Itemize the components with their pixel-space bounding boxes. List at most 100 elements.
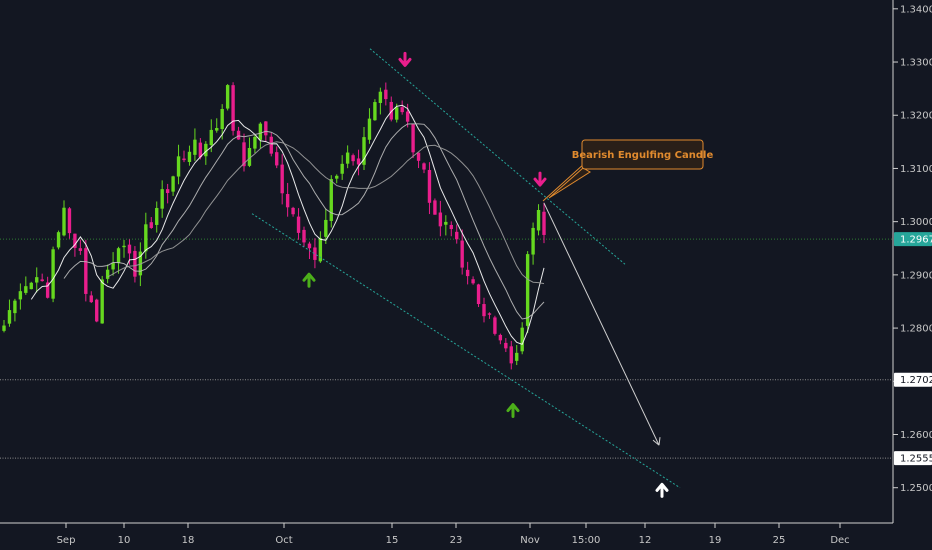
candle-up bbox=[345, 152, 350, 164]
candle-down bbox=[291, 207, 295, 215]
candle-down bbox=[307, 243, 312, 249]
y-tick-label: 1.31000 bbox=[900, 164, 932, 175]
time-axis[interactable]: Sep 10 18 Oct 15 23 Nov 15:00 12 19 25 Dec bbox=[0, 522, 893, 546]
candle-down bbox=[471, 279, 475, 284]
y-tick-label: 1.25000 bbox=[900, 483, 932, 494]
up-arrow-icon bbox=[302, 272, 316, 288]
price-tag-box bbox=[894, 451, 932, 466]
candle-up bbox=[2, 325, 6, 331]
price-tag-box bbox=[894, 232, 932, 247]
candle-up bbox=[56, 232, 61, 248]
candle-up bbox=[204, 143, 208, 157]
candle-up bbox=[525, 254, 530, 326]
candle-up bbox=[536, 209, 541, 231]
candle-down bbox=[455, 231, 459, 240]
candle-up bbox=[515, 352, 519, 361]
annotation-callout: Bearish Engulfing Candle bbox=[542, 139, 714, 202]
moving-average-lines bbox=[30, 104, 545, 346]
candle-down bbox=[509, 346, 513, 364]
candle-up bbox=[373, 102, 377, 121]
candle-down bbox=[127, 244, 132, 254]
down-arrow-icon bbox=[398, 51, 412, 67]
x-tick-label: 23 bbox=[450, 535, 463, 546]
projection-arrowhead bbox=[652, 437, 661, 446]
x-tick-label: 25 bbox=[773, 535, 786, 546]
candle-down bbox=[460, 240, 464, 268]
candle-down bbox=[285, 194, 290, 208]
candle-up bbox=[520, 327, 524, 352]
y-tick-label: 1.34000 bbox=[900, 4, 932, 15]
projection-line bbox=[543, 202, 660, 446]
candle-down bbox=[542, 211, 546, 235]
candle-down bbox=[411, 124, 415, 153]
candle-up bbox=[215, 128, 219, 131]
candle-down bbox=[302, 229, 306, 243]
candle-up bbox=[171, 176, 175, 192]
candle-down bbox=[449, 224, 453, 230]
candle-up bbox=[29, 282, 33, 290]
x-tick-label: 15 bbox=[386, 535, 399, 546]
candle-up bbox=[160, 189, 164, 209]
candle-down bbox=[264, 121, 268, 136]
candle-down bbox=[482, 304, 486, 317]
candle-up bbox=[7, 310, 12, 324]
candle-down bbox=[438, 212, 443, 227]
candle-down bbox=[351, 155, 355, 162]
candle-up bbox=[318, 238, 323, 262]
candle-up bbox=[144, 224, 148, 252]
candle-up bbox=[247, 147, 252, 166]
candle-down bbox=[427, 169, 432, 203]
candle-up bbox=[444, 221, 448, 225]
y-tick-label: 1.30000 bbox=[900, 217, 932, 228]
candle-down bbox=[149, 222, 153, 228]
candle-down bbox=[231, 85, 235, 131]
candle-down bbox=[45, 282, 50, 298]
candle-up bbox=[258, 123, 263, 140]
candle-down bbox=[465, 269, 470, 277]
candle-up bbox=[362, 137, 366, 165]
candle-down bbox=[400, 107, 404, 113]
chart-drawings bbox=[251, 48, 681, 489]
candle-up bbox=[187, 151, 192, 163]
candle-down bbox=[275, 152, 279, 166]
price-tag-label: 1.27029 bbox=[900, 375, 932, 386]
candle-up bbox=[253, 136, 257, 149]
candle-down bbox=[269, 136, 273, 154]
candle-down bbox=[493, 317, 497, 334]
candle-down bbox=[40, 279, 44, 282]
x-tick-label: 10 bbox=[118, 535, 131, 546]
candle-down bbox=[296, 216, 301, 233]
candle-down bbox=[165, 189, 170, 194]
candle-up bbox=[116, 248, 121, 264]
candle-up bbox=[335, 175, 339, 179]
candle-down bbox=[280, 164, 284, 194]
candle-down bbox=[73, 233, 77, 248]
candle-up bbox=[122, 245, 126, 248]
candle-up bbox=[209, 129, 213, 146]
x-tick-label: Oct bbox=[275, 535, 292, 546]
annotation-text: Bearish Engulfing Candle bbox=[572, 150, 714, 161]
price-tag-box bbox=[894, 372, 932, 387]
x-tick-label: 18 bbox=[182, 535, 195, 546]
y-tick-label: 1.32000 bbox=[900, 111, 932, 122]
candle-up bbox=[220, 108, 224, 130]
candle-up bbox=[13, 300, 17, 314]
x-tick-label: 15:00 bbox=[572, 535, 601, 546]
ma-fast-line bbox=[30, 104, 545, 346]
candle-up bbox=[105, 269, 110, 279]
candle-up bbox=[111, 262, 115, 270]
candle-up bbox=[225, 85, 230, 109]
candle-down bbox=[198, 142, 203, 158]
candle-down bbox=[78, 248, 83, 251]
down-arrow-icon bbox=[533, 171, 547, 187]
candle-up bbox=[378, 91, 383, 103]
candle-down bbox=[182, 158, 186, 161]
candle-up bbox=[324, 219, 328, 237]
channel-lower-line bbox=[251, 213, 681, 489]
y-tick-label: 1.26000 bbox=[900, 430, 932, 441]
candle-up bbox=[138, 251, 143, 276]
candle-down bbox=[356, 158, 361, 165]
candle-down bbox=[313, 247, 317, 260]
candle-down bbox=[416, 152, 421, 161]
